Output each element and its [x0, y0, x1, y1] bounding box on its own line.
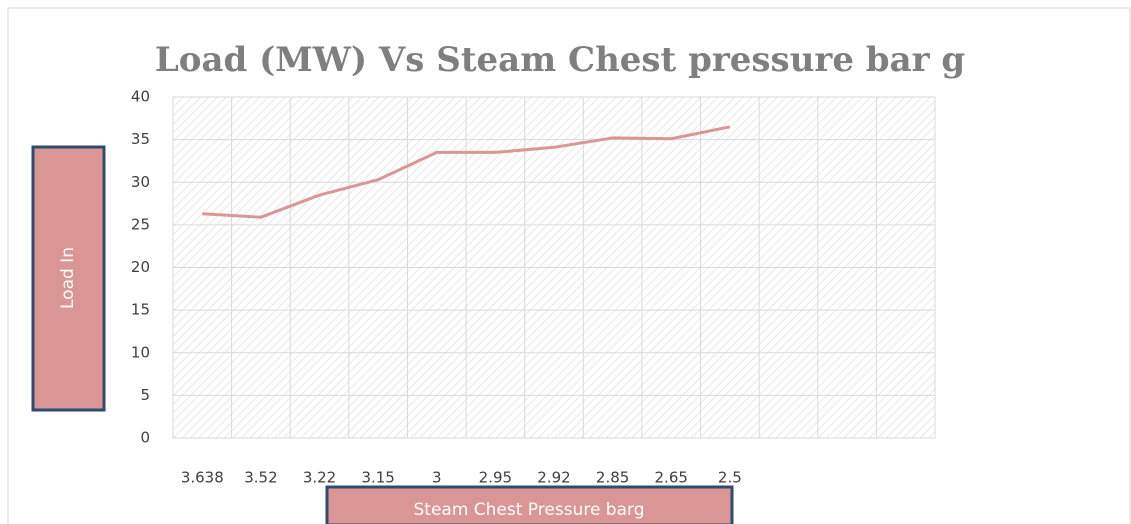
chart-title: Load (MW) Vs Steam Chest pressure bar g: [155, 40, 965, 80]
x-tick-label: 3: [432, 469, 442, 487]
x-tick-label: 3.22: [303, 469, 336, 487]
x-tick-label: 2.65: [655, 469, 688, 487]
y-tick-label: 5: [140, 386, 150, 404]
data-line: [202, 125, 731, 219]
x-axis-title-box: [325, 485, 734, 524]
x-tick-label: 3.52: [244, 469, 277, 487]
x-tick-label: 2.95: [479, 469, 512, 487]
y-axis-title: Load In: [58, 247, 78, 309]
y-tick-label: 10: [131, 343, 150, 361]
y-tick-label: 30: [131, 173, 150, 191]
y-tick-label: 40: [131, 88, 150, 106]
y-tick-label: 15: [131, 301, 150, 319]
y-axis-title-box: [31, 145, 106, 412]
x-axis-title: Steam Chest Pressure barg: [413, 500, 644, 520]
x-tick-label: 2.5: [718, 469, 742, 487]
y-tick-label: 20: [131, 258, 150, 276]
y-tick-label: 35: [131, 130, 150, 148]
y-tick-label: 0: [140, 429, 150, 447]
x-tick-label: 2.92: [537, 469, 570, 487]
x-tick-label: 3.15: [361, 469, 394, 487]
x-tick-label: 2.85: [596, 469, 629, 487]
x-tick-label: 3.638: [181, 469, 224, 487]
y-tick-label: 25: [131, 215, 150, 233]
